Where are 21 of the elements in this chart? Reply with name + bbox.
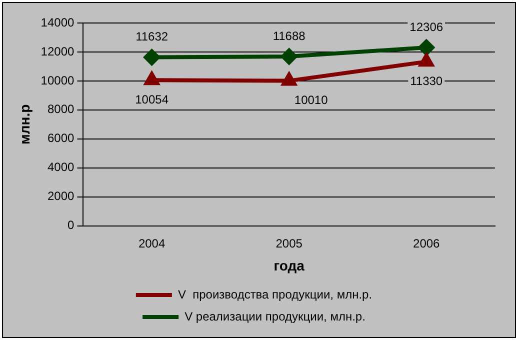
x-tick-label: 2004 — [138, 236, 166, 250]
x-tick-label: 2006 — [413, 236, 440, 250]
y-tick-label: 0 — [67, 218, 74, 232]
y-tick-label: 8000 — [47, 102, 74, 116]
y-tick-label: 10000 — [40, 73, 74, 88]
data-label: 11632 — [136, 30, 168, 44]
y-axis-title: млн.р — [16, 104, 32, 144]
x-tick-label: 2005 — [276, 236, 303, 250]
y-tick-label: 6000 — [47, 131, 74, 146]
data-label: 10054 — [135, 92, 169, 106]
data-label: 11330 — [410, 74, 443, 88]
data-label: 10010 — [294, 93, 328, 108]
legend-label: V реализации продукции, млн.р. — [184, 309, 366, 324]
data-label: 12306 — [410, 20, 444, 34]
data-label: 11688 — [272, 28, 306, 43]
y-tick-label: 12000 — [40, 44, 74, 58]
y-tick-label: 14000 — [40, 15, 74, 30]
y-tick-label: 2000 — [47, 189, 74, 204]
legend-label: V производства продукции, млн.р. — [178, 287, 372, 302]
x-axis-title: года — [274, 257, 305, 274]
y-tick-label: 4000 — [47, 160, 74, 174]
